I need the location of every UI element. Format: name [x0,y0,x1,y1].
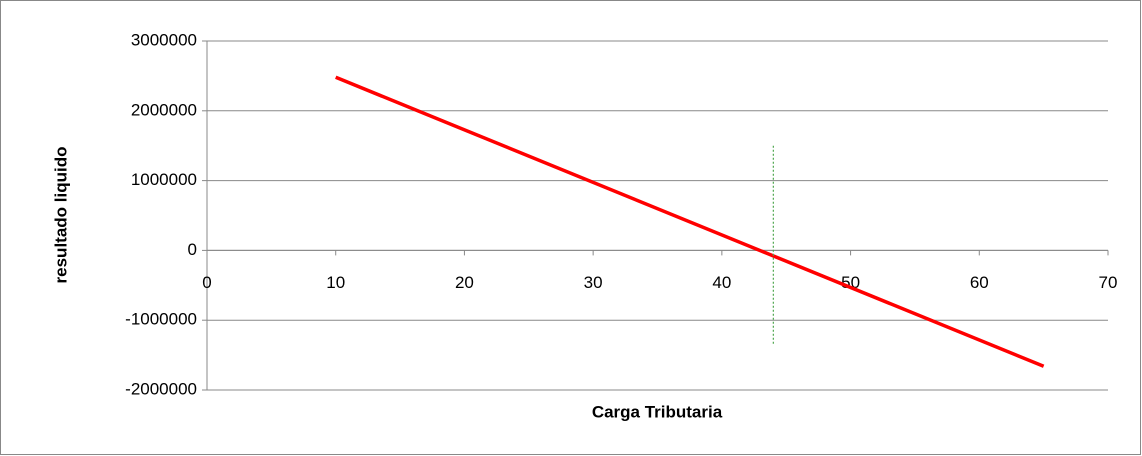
y-tick-label: 3000000 [131,30,197,49]
y-tick-label: 2000000 [131,100,197,119]
x-tick-label: 10 [326,273,345,292]
x-axis-title: Carga Tributaria [592,402,723,421]
y-tick-label: 0 [188,240,197,259]
x-tick-label: 70 [1099,273,1118,292]
x-tick-label: 0 [202,273,211,292]
y-tick-label: -2000000 [125,379,197,398]
x-tick-label: 20 [455,273,474,292]
y-axis-title: resultado liquido [51,147,70,284]
x-tick-label: 60 [970,273,989,292]
x-tick-label: 30 [584,273,603,292]
y-tick-label: -1000000 [125,310,197,329]
series-line [335,75,1045,368]
x-tick-label: 40 [712,273,731,292]
y-tick-label: 1000000 [131,170,197,189]
